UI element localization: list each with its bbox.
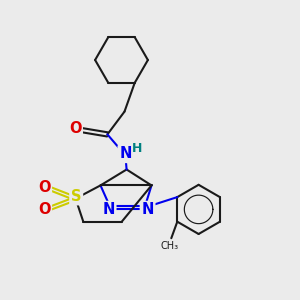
Text: S: S (71, 189, 82, 204)
Text: N: N (102, 202, 115, 217)
Text: O: O (38, 180, 50, 195)
Text: H: H (132, 142, 142, 155)
Text: O: O (69, 121, 81, 136)
Text: O: O (38, 202, 50, 217)
Text: N: N (141, 202, 154, 217)
Text: CH₃: CH₃ (161, 241, 179, 251)
Text: N: N (119, 146, 132, 161)
